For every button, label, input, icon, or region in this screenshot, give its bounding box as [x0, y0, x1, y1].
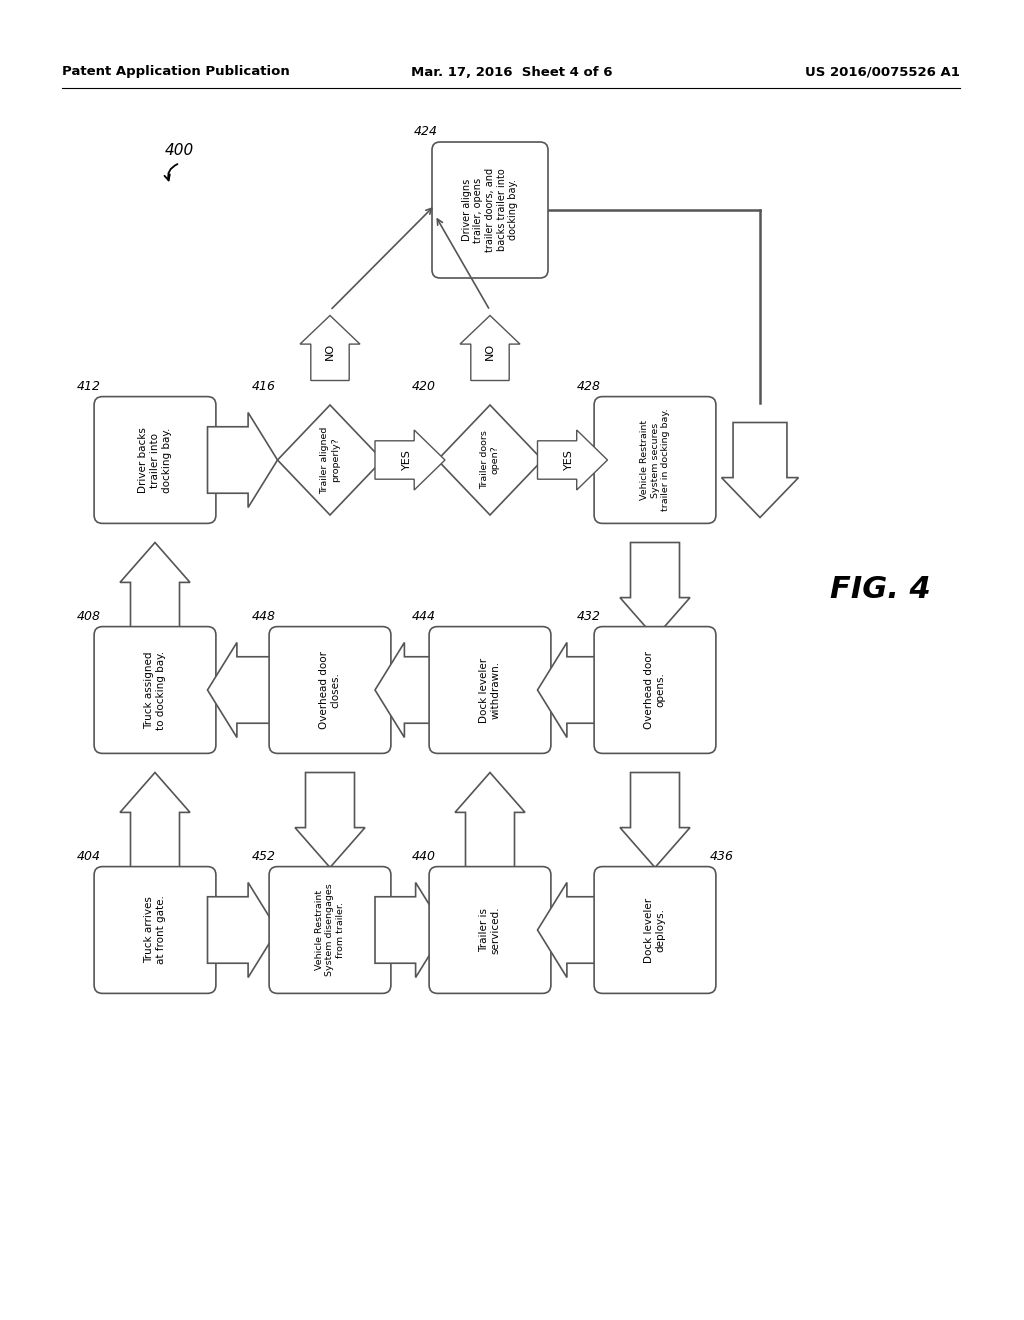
FancyBboxPatch shape [94, 867, 216, 994]
Polygon shape [300, 315, 360, 380]
Polygon shape [455, 772, 525, 867]
FancyBboxPatch shape [594, 867, 716, 994]
FancyBboxPatch shape [429, 867, 551, 994]
Polygon shape [120, 772, 190, 867]
FancyBboxPatch shape [594, 627, 716, 754]
Text: Driver aligns
trailer, opens
trailer doors, and
backs trailer into
docking bay.: Driver aligns trailer, opens trailer doo… [462, 168, 518, 252]
Text: 436: 436 [710, 850, 733, 863]
Text: Overhead door
closes.: Overhead door closes. [319, 651, 341, 729]
Text: 420: 420 [412, 380, 435, 393]
Text: 412: 412 [77, 380, 100, 393]
Text: Trailer is
serviced.: Trailer is serviced. [479, 907, 501, 954]
Text: Driver backs
trailer into
docking bay.: Driver backs trailer into docking bay. [138, 428, 172, 492]
FancyBboxPatch shape [269, 627, 391, 754]
Text: FIG. 4: FIG. 4 [829, 576, 931, 605]
Text: 440: 440 [412, 850, 435, 863]
Polygon shape [722, 422, 799, 517]
Text: 404: 404 [77, 850, 100, 863]
Polygon shape [278, 405, 383, 515]
Text: US 2016/0075526 A1: US 2016/0075526 A1 [805, 66, 961, 78]
FancyBboxPatch shape [269, 867, 391, 994]
Polygon shape [538, 430, 607, 490]
Text: Dock leveler
deploys.: Dock leveler deploys. [644, 898, 666, 962]
Text: 432: 432 [577, 610, 600, 623]
Text: Dock leveler
withdrawn.: Dock leveler withdrawn. [479, 657, 501, 722]
Polygon shape [538, 643, 607, 738]
Text: Truck arrives
at front gate.: Truck arrives at front gate. [144, 895, 166, 965]
Polygon shape [437, 405, 543, 515]
Text: YES: YES [401, 450, 412, 470]
FancyBboxPatch shape [94, 627, 216, 754]
Text: YES: YES [564, 450, 574, 470]
Polygon shape [375, 883, 445, 978]
Polygon shape [375, 430, 445, 490]
Polygon shape [538, 883, 607, 978]
Polygon shape [620, 543, 690, 638]
Text: 416: 416 [252, 380, 275, 393]
Text: Overhead door
opens.: Overhead door opens. [644, 651, 666, 729]
Polygon shape [120, 543, 190, 638]
Text: 428: 428 [577, 380, 600, 393]
Text: Patent Application Publication: Patent Application Publication [62, 66, 290, 78]
Text: 408: 408 [77, 610, 100, 623]
Text: 424: 424 [414, 125, 438, 139]
FancyBboxPatch shape [594, 396, 716, 524]
Text: Vehicle Restraint
System disengages
from trailer.: Vehicle Restraint System disengages from… [315, 883, 345, 977]
Text: Vehicle Restraint
System secures
trailer in docking bay.: Vehicle Restraint System secures trailer… [640, 409, 670, 511]
Polygon shape [208, 883, 278, 978]
FancyBboxPatch shape [429, 627, 551, 754]
Text: NO: NO [485, 343, 495, 360]
Text: 448: 448 [252, 610, 275, 623]
Text: 452: 452 [252, 850, 275, 863]
Polygon shape [295, 772, 365, 867]
Polygon shape [460, 315, 520, 380]
Text: Trailer aligned
properly?: Trailer aligned properly? [321, 426, 340, 494]
FancyBboxPatch shape [94, 396, 216, 524]
Text: Truck assigned
to docking bay.: Truck assigned to docking bay. [144, 651, 166, 730]
Text: Trailer doors
open?: Trailer doors open? [480, 430, 500, 490]
Text: 444: 444 [412, 610, 435, 623]
Polygon shape [375, 643, 445, 738]
Text: NO: NO [325, 343, 335, 360]
FancyBboxPatch shape [432, 143, 548, 279]
Polygon shape [620, 772, 690, 867]
Polygon shape [208, 643, 278, 738]
Text: 400: 400 [165, 143, 195, 158]
Polygon shape [208, 412, 278, 507]
Text: Mar. 17, 2016  Sheet 4 of 6: Mar. 17, 2016 Sheet 4 of 6 [412, 66, 612, 78]
